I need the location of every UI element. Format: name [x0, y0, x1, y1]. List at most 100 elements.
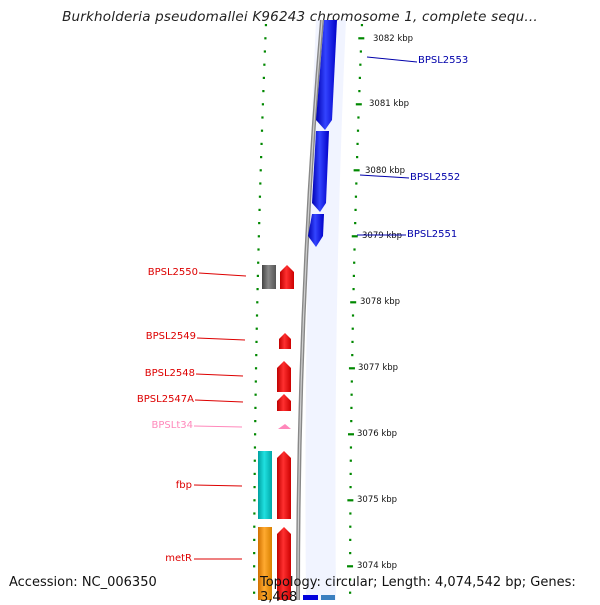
reverse-strand-genes — [258, 265, 294, 600]
tick-mark — [349, 446, 353, 449]
tick-mark — [354, 208, 357, 211]
gene-bpsl2547a[interactable] — [277, 394, 291, 411]
scale-labels: 3082 kbp 3081 kbp 3080 kbp 3079 kbp 3078… — [357, 34, 413, 571]
tick-mark — [351, 354, 354, 357]
leader-line — [366, 56, 418, 63]
forward-strand-genes — [303, 20, 337, 600]
tick-mark — [254, 393, 257, 396]
gene-bpsl2549[interactable] — [279, 333, 291, 349]
tick-mark — [355, 182, 358, 185]
tick-mark — [263, 50, 266, 53]
topology-label: Topology: circular; Length: 4,074,542 bp… — [260, 575, 576, 605]
tick-mark — [254, 367, 258, 370]
tick-mark — [349, 538, 352, 541]
leader-line — [359, 174, 410, 179]
gene-bpsl2553[interactable] — [316, 20, 337, 130]
tick-mark — [257, 235, 260, 238]
tick-mark — [349, 472, 352, 475]
leader-line — [195, 373, 244, 377]
tick-mark — [253, 565, 256, 568]
feature-orange[interactable] — [258, 527, 272, 600]
tick-mark — [353, 169, 360, 172]
tick-mark — [258, 208, 261, 211]
scale-tick-label: 3079 kbp — [362, 231, 402, 241]
tick-mark — [349, 459, 352, 462]
tick-mark — [352, 288, 355, 291]
scale-tick-label: 3082 kbp — [373, 34, 413, 44]
tick-mark — [350, 393, 353, 396]
tick-mark — [253, 486, 256, 489]
scale-tick-label: 3076 kbp — [357, 429, 397, 439]
gene-forward-bottom[interactable] — [303, 595, 318, 600]
tick-mark — [358, 90, 361, 93]
scale-tick-label: 3074 kbp — [357, 561, 397, 571]
tick-mark — [254, 380, 257, 383]
gene-label-bpslt34[interactable]: BPSLt34 — [152, 420, 193, 431]
tick-mark — [253, 578, 256, 581]
tick-mark — [260, 129, 264, 132]
tick-mark — [358, 37, 365, 40]
accession-label: Accession: NC_006350 — [9, 575, 157, 590]
gene-bpsl2551[interactable] — [308, 214, 324, 247]
tick-mark — [351, 327, 354, 330]
gene-label-metr[interactable]: metR — [165, 553, 192, 564]
tick-mark — [260, 142, 263, 145]
feature-grey[interactable] — [262, 265, 276, 289]
leader-line — [193, 425, 243, 428]
tick-mark — [349, 512, 352, 515]
tick-mark — [356, 142, 359, 145]
gene-bpsl2550[interactable] — [280, 265, 294, 289]
tick-mark — [262, 90, 265, 93]
tick-mark — [349, 525, 352, 528]
gene-bpsl2548[interactable] — [277, 361, 291, 392]
trna-bpslt34[interactable] — [278, 424, 291, 429]
gene-bpsl2552[interactable] — [312, 131, 329, 212]
tick-mark — [349, 591, 352, 594]
gene-label-bpsl2548[interactable]: BPSL2548 — [145, 368, 195, 379]
tick-mark — [350, 406, 353, 409]
gene-label-fbp[interactable]: fbp — [176, 480, 192, 491]
tick-mark — [351, 340, 354, 343]
tick-mark — [358, 76, 361, 79]
tick-mark — [353, 261, 356, 264]
tick-mark — [347, 499, 354, 502]
outer-tick-ring — [347, 24, 365, 594]
tick-mark — [350, 301, 357, 304]
feature-teal[interactable] — [258, 451, 272, 519]
tick-mark — [257, 248, 260, 251]
tick-mark — [253, 446, 257, 449]
tick-mark — [356, 129, 360, 132]
gene-label-bpsl2551[interactable]: BPSL2551 — [407, 229, 457, 240]
tick-mark — [349, 486, 352, 489]
gene-label-bpsl2550[interactable]: BPSL2550 — [148, 267, 198, 278]
scale-tick-label: 3078 kbp — [360, 297, 400, 307]
tick-mark — [253, 591, 256, 594]
gene-forward-bottom-2[interactable] — [321, 595, 335, 600]
tick-mark — [355, 103, 362, 106]
scale-tick-label: 3080 kbp — [365, 166, 405, 176]
tick-mark — [255, 314, 259, 317]
tick-mark — [255, 354, 258, 357]
tick-mark — [264, 37, 267, 40]
tick-mark — [349, 578, 352, 581]
tick-mark — [258, 195, 262, 198]
tick-mark — [261, 103, 265, 106]
tick-mark — [255, 340, 258, 343]
tick-mark — [253, 459, 256, 462]
scale-tick-label: 3077 kbp — [358, 363, 398, 373]
gene-label-bpsl2552[interactable]: BPSL2552 — [410, 172, 460, 183]
gene-label-bpsl2547a[interactable]: BPSL2547A — [137, 394, 194, 405]
gene-fbp[interactable] — [277, 451, 291, 519]
tick-mark — [350, 420, 353, 423]
gene-metr[interactable] — [277, 527, 291, 600]
tick-mark — [359, 50, 362, 53]
tick-mark — [354, 195, 358, 198]
tick-mark — [357, 116, 360, 119]
leader-line — [198, 272, 247, 277]
tick-mark — [253, 552, 256, 555]
tick-mark — [360, 24, 364, 27]
tick-mark — [262, 76, 265, 79]
gene-label-bpsl2549[interactable]: BPSL2549 — [146, 331, 196, 342]
gene-label-bpsl2553[interactable]: BPSL2553 — [418, 55, 468, 66]
